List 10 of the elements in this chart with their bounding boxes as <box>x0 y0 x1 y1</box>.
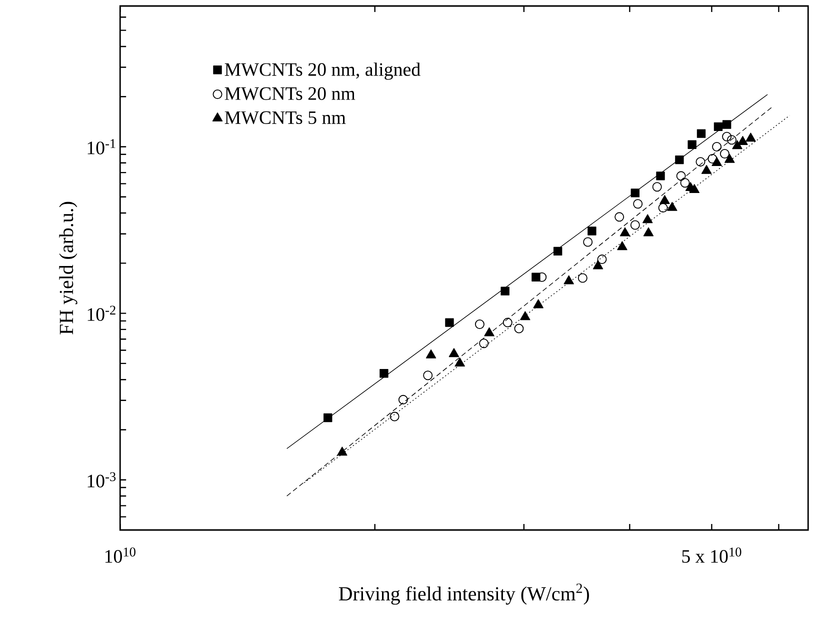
y-tick-label: 10$^{-2}$ <box>88 306 116 321</box>
y-axis-title: FH yield (arb.u.) <box>59 202 78 334</box>
x-tick-label: 10$^{10}$ <box>105 548 136 563</box>
y-tick-label: 10$^{-3}$ <box>88 472 116 488</box>
legend-label: MWCNTs 20 nm <box>224 87 356 100</box>
legend-label: MWCNTs 5 nm <box>224 111 346 124</box>
legend-label: MWCNTs 20 nm, aligned <box>224 62 420 80</box>
y-tick-label: 10$^{-1}$ <box>88 139 116 154</box>
x-tick-label: 5 x 10$^{10}$ <box>682 548 742 563</box>
x-axis-title: Driving field intensity (W/cm$^{2}$) <box>338 584 589 605</box>
